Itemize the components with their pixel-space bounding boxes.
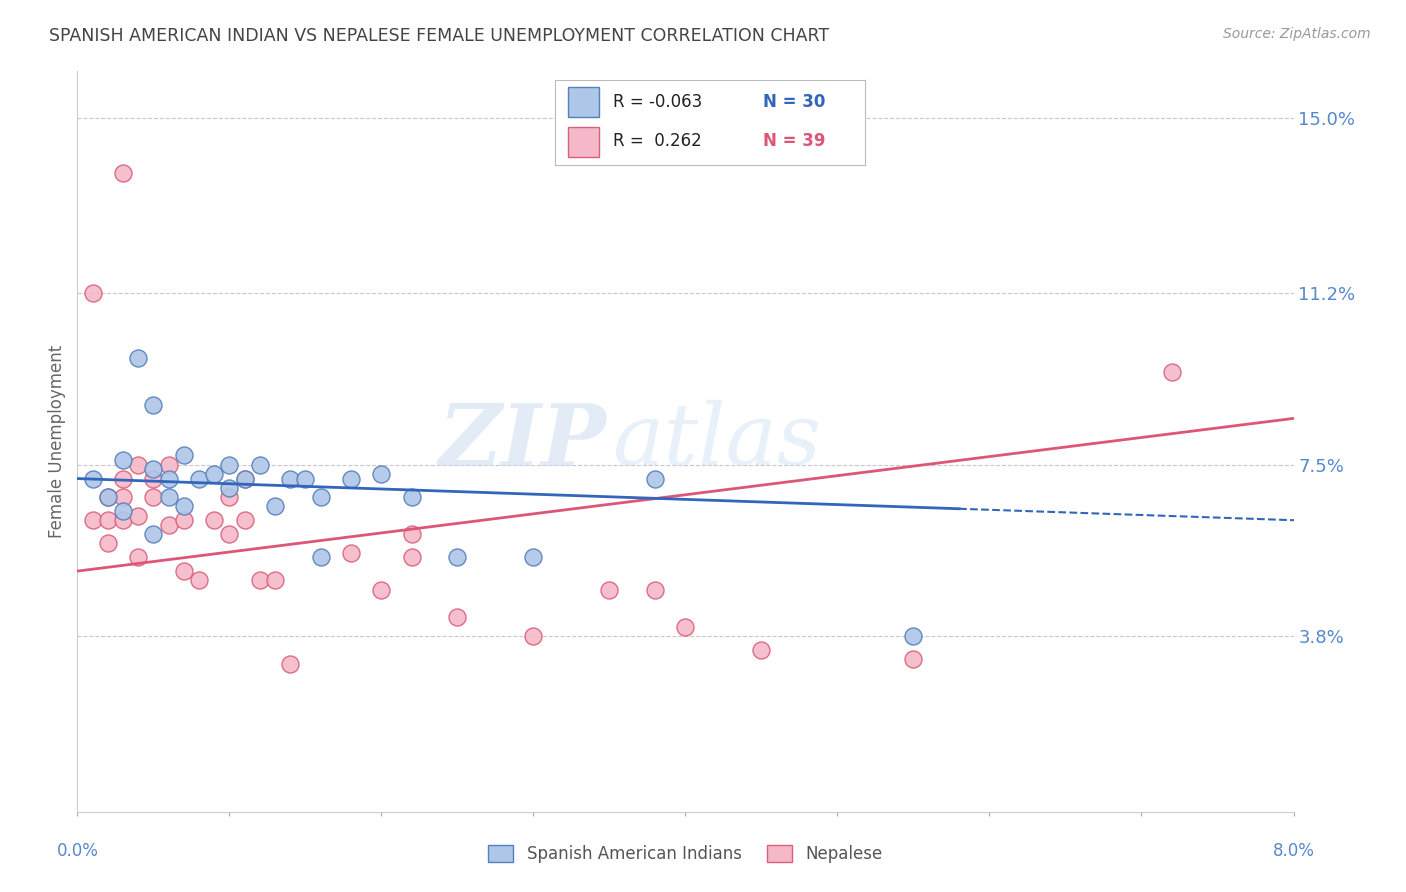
Point bbox=[233, 513, 256, 527]
Point bbox=[233, 472, 256, 486]
Point bbox=[142, 472, 165, 486]
Point bbox=[127, 508, 149, 523]
Text: atlas: atlas bbox=[613, 401, 821, 483]
Point bbox=[111, 472, 134, 486]
Point bbox=[111, 504, 134, 518]
Point bbox=[202, 467, 225, 481]
Point bbox=[249, 574, 271, 588]
Point bbox=[309, 550, 332, 565]
Point bbox=[142, 527, 165, 541]
Point bbox=[157, 517, 180, 532]
Point bbox=[522, 629, 544, 643]
Point bbox=[249, 458, 271, 472]
Point bbox=[142, 490, 165, 504]
Point bbox=[127, 458, 149, 472]
Point bbox=[675, 619, 697, 633]
Point bbox=[82, 472, 104, 486]
Point bbox=[202, 513, 225, 527]
Text: R = -0.063: R = -0.063 bbox=[613, 93, 702, 111]
Point bbox=[218, 527, 240, 541]
Point bbox=[173, 564, 195, 578]
Y-axis label: Female Unemployment: Female Unemployment bbox=[48, 345, 66, 538]
Point bbox=[340, 545, 363, 560]
Point bbox=[264, 500, 287, 514]
Point bbox=[218, 490, 240, 504]
Point bbox=[173, 500, 195, 514]
Point bbox=[903, 652, 925, 666]
Point bbox=[644, 472, 666, 486]
Point bbox=[218, 458, 240, 472]
Point bbox=[309, 490, 332, 504]
Text: N = 30: N = 30 bbox=[762, 93, 825, 111]
Point bbox=[522, 550, 544, 565]
Point bbox=[173, 449, 195, 463]
Point bbox=[157, 490, 180, 504]
Point bbox=[401, 550, 423, 565]
Point bbox=[294, 472, 316, 486]
Text: ZIP: ZIP bbox=[439, 400, 606, 483]
Point bbox=[97, 490, 120, 504]
Point bbox=[97, 536, 120, 550]
Point bbox=[751, 642, 773, 657]
Point bbox=[157, 472, 180, 486]
Text: N = 39: N = 39 bbox=[762, 132, 825, 150]
Point bbox=[111, 166, 134, 180]
Point bbox=[401, 527, 423, 541]
Text: 8.0%: 8.0% bbox=[1272, 842, 1315, 860]
Text: R =  0.262: R = 0.262 bbox=[613, 132, 702, 150]
Point bbox=[111, 453, 134, 467]
Point bbox=[446, 550, 468, 565]
Point bbox=[127, 550, 149, 565]
Point bbox=[340, 472, 363, 486]
Point bbox=[1160, 365, 1182, 379]
Point bbox=[278, 657, 301, 671]
Point bbox=[82, 286, 104, 301]
Point bbox=[173, 513, 195, 527]
Point bbox=[142, 398, 165, 412]
Point bbox=[111, 513, 134, 527]
Point bbox=[264, 574, 287, 588]
Point bbox=[278, 472, 301, 486]
Point bbox=[157, 458, 180, 472]
Point bbox=[111, 490, 134, 504]
Point bbox=[188, 574, 211, 588]
Point bbox=[142, 462, 165, 476]
Text: SPANISH AMERICAN INDIAN VS NEPALESE FEMALE UNEMPLOYMENT CORRELATION CHART: SPANISH AMERICAN INDIAN VS NEPALESE FEMA… bbox=[49, 27, 830, 45]
Point bbox=[401, 490, 423, 504]
Point bbox=[644, 582, 666, 597]
Point bbox=[97, 513, 120, 527]
Point bbox=[97, 490, 120, 504]
Text: Source: ZipAtlas.com: Source: ZipAtlas.com bbox=[1223, 27, 1371, 41]
Point bbox=[598, 582, 620, 597]
Point bbox=[82, 513, 104, 527]
Point bbox=[127, 351, 149, 366]
Bar bbox=[568, 127, 599, 157]
Point bbox=[446, 610, 468, 624]
Legend: Spanish American Indians, Nepalese: Spanish American Indians, Nepalese bbox=[482, 838, 889, 870]
Bar bbox=[568, 87, 599, 117]
Point bbox=[370, 467, 392, 481]
Text: 0.0%: 0.0% bbox=[56, 842, 98, 860]
Point bbox=[188, 472, 211, 486]
Point bbox=[903, 629, 925, 643]
Point bbox=[218, 481, 240, 495]
Point bbox=[370, 582, 392, 597]
Point bbox=[233, 472, 256, 486]
